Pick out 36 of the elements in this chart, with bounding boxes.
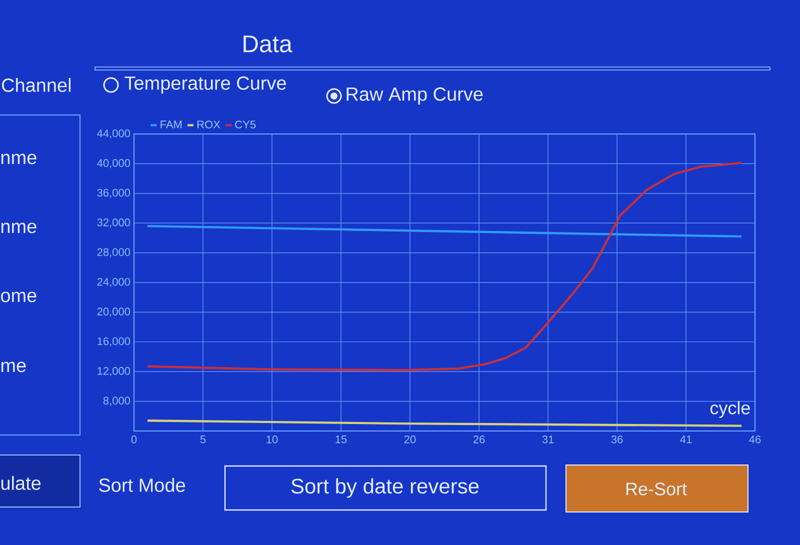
x-tick-label: 41 (680, 436, 692, 444)
legend-label: ROX (198, 120, 220, 128)
text: Sort Mode (99, 478, 185, 492)
y-tick-label: 12,000 (98, 367, 130, 376)
x-tick-label: 20 (404, 436, 416, 444)
text: nme (1, 154, 36, 164)
x-tick-label: 5 (200, 436, 206, 444)
text: ulate (1, 476, 41, 490)
x-tick-label: 26 (473, 436, 485, 444)
text: nme (1, 222, 36, 234)
text: Re-Sort (626, 482, 687, 496)
legend-label: FAM (160, 120, 182, 128)
y-tick-label: 28,000 (97, 248, 130, 258)
y-tick-label: 24,000 (97, 278, 130, 288)
x-axis-title: cycle (710, 401, 750, 418)
text: ome (1, 292, 36, 302)
x-tick-label: 15 (336, 436, 347, 444)
text: Channel (2, 78, 71, 92)
text: Sort by date reverse (291, 478, 479, 498)
x-tick-label: 46 (749, 436, 761, 444)
chart-title: Data (244, 36, 292, 52)
text: me (1, 362, 26, 372)
y-tick-label: 40,000 (97, 159, 130, 168)
x-tick-label: 10 (266, 436, 278, 444)
y-tick-label: 44,000 (97, 129, 130, 139)
x-tick-label: 36 (611, 436, 623, 444)
y-tick-label: 8,000 (103, 396, 130, 406)
y-tick-label: 32,000 (97, 218, 130, 228)
x-tick-label: 0 (131, 436, 137, 444)
y-tick-label: 20,000 (97, 308, 130, 317)
y-tick-label: 36,000 (97, 188, 130, 198)
legend-label: CY5 (235, 120, 256, 128)
y-tick-label: 16,000 (98, 337, 130, 346)
text: Temperature Curve (124, 76, 286, 94)
text: Raw Amp Curve (346, 87, 483, 105)
x-tick-label: 31 (542, 436, 554, 444)
